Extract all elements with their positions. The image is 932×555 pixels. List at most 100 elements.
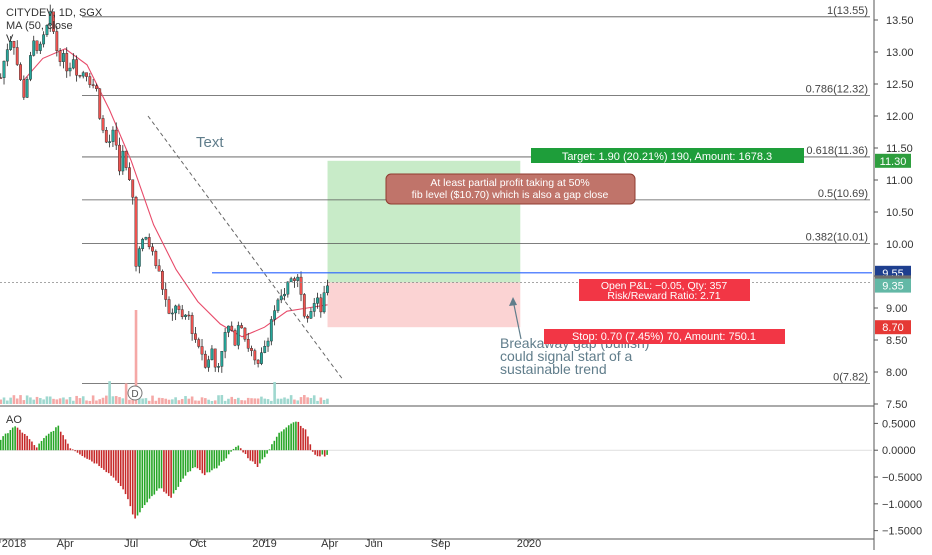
ao-bar: [271, 444, 273, 451]
ao-bar: [225, 450, 228, 459]
target-label-text: Target: 1.90 (20.21%) 190, Amount: 1678.…: [562, 151, 772, 163]
target-label[interactable]: Target: 1.90 (20.21%) 190, Amount: 1678.…: [531, 148, 804, 163]
ao-bar: [52, 430, 55, 451]
ao-bar: [110, 450, 112, 476]
text-annotation[interactable]: Text: [196, 134, 224, 151]
stop-label[interactable]: Stop: 0.70 (7.45%) 70, Amount: 750.1: [544, 329, 785, 344]
ao-bar: [57, 425, 60, 451]
note-callout-box[interactable]: [385, 173, 636, 205]
ao-histogram: [0, 421, 872, 519]
ao-bar: [122, 450, 124, 490]
ao-tick-label: −0.5000: [882, 472, 922, 484]
volume-bar: [32, 399, 36, 404]
ao-bar: [105, 450, 108, 473]
volume-bar: [105, 395, 108, 404]
candle-body: [312, 303, 316, 312]
time-tick-label: 2019: [252, 538, 276, 550]
volume-bar: [243, 400, 247, 404]
dividend-circle: [127, 385, 143, 401]
candle-body: [174, 305, 178, 314]
ao-bar: [43, 438, 45, 451]
chart-labels: 11.309.559.409.358.70: [875, 153, 911, 335]
ao-bar: [139, 450, 141, 513]
ao-bar: [155, 450, 158, 491]
candle-body: [220, 351, 224, 367]
candle-body: [207, 359, 211, 368]
stop-label-text: Stop: 0.70 (7.45%) 70, Amount: 750.1: [572, 331, 756, 343]
candle-body: [58, 50, 62, 62]
ao-bar: [4, 433, 7, 451]
volume-bar: [72, 400, 75, 404]
time-tick-label: Apr: [57, 538, 74, 550]
candle-body: [55, 31, 59, 52]
ao-bar: [45, 435, 48, 451]
pnl-label[interactable]: Open P&L: −0.05, Qty: 357 Risk/Reward Ra…: [579, 279, 750, 302]
gap-arrow: [512, 299, 522, 340]
volume-bar: [147, 400, 151, 404]
ao-bar: [86, 450, 88, 459]
candle-body: [227, 325, 230, 333]
ao-bar: [249, 450, 252, 461]
volume-bar: [161, 398, 164, 404]
dividend-marker[interactable]: D: [127, 385, 143, 401]
ao-bar: [208, 450, 211, 473]
ma-50-line: [22, 48, 328, 338]
ao-bar: [218, 450, 220, 466]
price-tick-label: 12.50: [886, 79, 914, 91]
volume-bar: [223, 400, 227, 404]
candle-body: [273, 310, 277, 320]
candle-body: [180, 309, 184, 317]
ao-bar: [237, 445, 240, 451]
ao-bar: [143, 450, 146, 506]
candle-body: [114, 129, 118, 146]
ao-bar: [230, 450, 232, 452]
ao-bar: [268, 449, 271, 451]
ao-bar: [201, 450, 204, 474]
candle-body: [197, 339, 201, 347]
volume-bar: [111, 396, 115, 404]
price-tick-label: 11.50: [886, 143, 913, 155]
ao-bar: [307, 436, 309, 451]
ao-bar: [127, 450, 129, 500]
ao-bar: [182, 450, 184, 479]
volume-bar: [128, 399, 131, 404]
ao-bar: [158, 450, 160, 489]
note-line: At least partial profit taking at 50%: [430, 177, 589, 189]
ao-bar: [83, 450, 86, 458]
price-axis-badge: [875, 320, 911, 335]
volume-bar: [299, 397, 303, 404]
price-tick-label: 8.50: [886, 335, 907, 347]
candle-body: [154, 251, 158, 266]
ao-bar: [187, 450, 189, 473]
volume-bar: [200, 397, 204, 404]
volume-bar: [25, 395, 29, 404]
volume-bar: [134, 310, 138, 404]
trend-line[interactable]: [147, 115, 343, 379]
ao-bar: [21, 432, 24, 451]
ao-bar: [220, 450, 223, 462]
volume-bar: [118, 397, 121, 404]
ao-bar: [191, 450, 194, 469]
candle-body: [243, 327, 247, 340]
volume-bar: [144, 398, 148, 404]
candle-body: [71, 59, 75, 69]
note-line: fib level ($10.70) which is also a gap c…: [412, 189, 609, 201]
volume-bar: [91, 395, 95, 404]
candle-body: [0, 77, 3, 79]
price-tick-label: 11.00: [886, 175, 913, 187]
ao-bar: [280, 431, 283, 451]
volume-legend: V: [6, 33, 14, 45]
ao-bar: [165, 450, 168, 494]
pnl-label-bg: [579, 279, 750, 301]
volume-bar: [174, 397, 177, 404]
ao-bar: [119, 450, 122, 487]
ao-bar: [50, 431, 52, 451]
candle-body: [108, 141, 112, 143]
volume-bar: [322, 399, 326, 404]
ao-bar: [117, 450, 120, 484]
ao-tick-label: −1.0000: [882, 499, 922, 511]
ao-bar: [59, 431, 62, 451]
dashed-trend-line[interactable]: [147, 115, 343, 379]
